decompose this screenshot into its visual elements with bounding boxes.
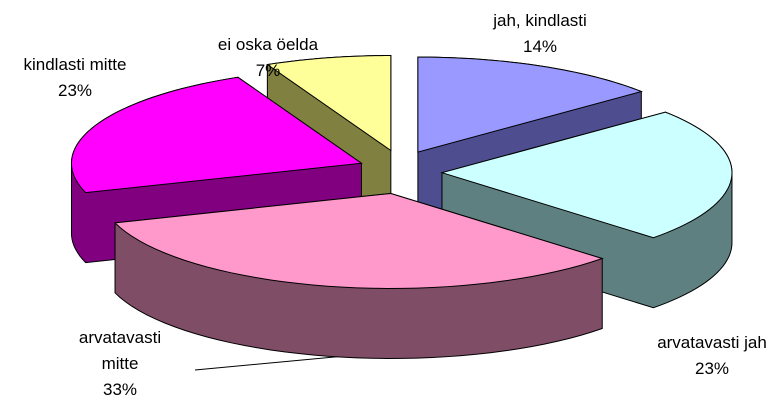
slice-top xyxy=(417,56,643,153)
slice-top xyxy=(440,111,733,239)
label-value: 33% xyxy=(102,380,138,399)
slice-top xyxy=(113,192,604,289)
label-value: 23% xyxy=(694,359,730,378)
data-label: arvatavasti jah 23% xyxy=(612,330,784,382)
data-label: jah, kindlasti 14% xyxy=(440,8,640,60)
label-name: kindlasti mitte xyxy=(23,55,127,74)
data-label: ei oska öelda 7% xyxy=(168,32,368,84)
label-name: ei oska öelda xyxy=(217,35,319,54)
slice-top xyxy=(266,55,392,152)
label-value: 14% xyxy=(522,37,558,56)
label-value: 7% xyxy=(255,61,281,80)
leader-line xyxy=(194,355,346,371)
data-label: arvatavasti mitte 33% xyxy=(65,325,175,403)
label-name: arvatavasti jah xyxy=(657,333,767,352)
slice-top xyxy=(70,76,363,194)
data-label: kindlasti mitte 23% xyxy=(0,52,175,104)
label-name: jah, kindlasti xyxy=(493,11,587,30)
label-value: 23% xyxy=(57,81,93,100)
label-name: arvatavasti mitte xyxy=(78,328,162,373)
